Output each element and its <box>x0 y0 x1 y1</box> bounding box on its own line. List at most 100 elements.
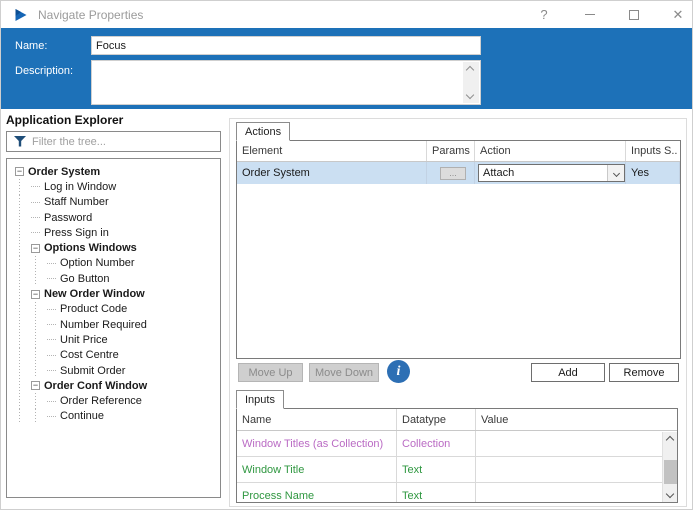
tree-guide <box>31 301 47 317</box>
action-dropdown[interactable]: Attach <box>478 164 625 182</box>
actions-table-header: Element Params Action Inputs S.. <box>237 141 680 162</box>
tree-item-password[interactable]: Password <box>15 209 220 226</box>
tree-item-submit-order[interactable]: Submit Order <box>15 362 220 379</box>
tree-expander-icon[interactable]: − <box>15 166 24 177</box>
input-name-cell: Window Title <box>237 457 397 482</box>
inputs-set-cell: Yes <box>626 162 680 184</box>
filter-funnel-icon <box>14 136 26 147</box>
maximize-icon <box>629 9 639 20</box>
scroll-up-icon[interactable] <box>665 435 675 445</box>
inputs-row[interactable]: Window Title Text <box>237 457 677 483</box>
tree-item-label: Product Code <box>60 303 128 316</box>
inputs-table-header: Name Datatype Value <box>237 409 677 431</box>
move-up-button[interactable]: Move Up <box>238 363 303 382</box>
tree-connector <box>47 278 56 280</box>
inputs-scrollbar[interactable] <box>662 432 677 502</box>
scroll-up-icon[interactable] <box>465 65 475 75</box>
maximize-button[interactable] <box>623 1 645 28</box>
actions-row[interactable]: Order System ... Attach Yes <box>237 162 680 184</box>
column-header-datatype: Datatype <box>397 409 476 430</box>
tree-item-label: Staff Number <box>44 196 109 209</box>
tree-item-label: Order System <box>28 165 101 178</box>
description-scrollbar[interactable] <box>463 62 479 103</box>
tree-connector <box>47 415 56 417</box>
tree-connector <box>47 354 56 356</box>
tree-guide <box>15 240 31 256</box>
tree-item-staff-number[interactable]: Staff Number <box>15 194 220 210</box>
tree-item-number-required[interactable]: Number Required <box>15 316 220 333</box>
tree-item-options-windows[interactable]: − Options Windows <box>15 240 220 256</box>
tree-expander-icon[interactable]: − <box>31 288 40 299</box>
chevron-down-icon <box>612 169 620 177</box>
tab-actions[interactable]: Actions <box>236 122 291 141</box>
action-dropdown-value: Attach <box>483 167 515 179</box>
action-cell: Attach <box>475 162 626 184</box>
scroll-down-icon[interactable] <box>465 90 475 100</box>
tree-connector <box>47 324 56 326</box>
column-header-element: Element <box>237 141 427 161</box>
tree-guide <box>15 271 31 287</box>
tree-item-cost-centre[interactable]: Cost Centre <box>15 347 220 363</box>
tree-item-continue[interactable]: Continue <box>15 408 220 425</box>
input-datatype-cell: Collection <box>397 431 476 456</box>
filter-tree-input[interactable] <box>32 135 220 148</box>
tree-item-new-order-window[interactable]: − New Order Window <box>15 286 220 302</box>
tree-item-unit-price[interactable]: Unit Price <box>15 332 220 348</box>
tree-connector <box>31 186 40 188</box>
tree-item-option-number[interactable]: Option Number <box>15 255 220 272</box>
tree-expander-icon[interactable]: − <box>31 242 40 253</box>
tree-item-go-button[interactable]: Go Button <box>15 271 220 287</box>
inputs-row[interactable]: Window Titles (as Collection) Collection <box>237 431 677 457</box>
tree-item-order-system[interactable]: − Order System <box>15 164 220 179</box>
tree-item-press-sign-in[interactable]: Press Sign in <box>15 225 220 241</box>
minimize-button[interactable] <box>579 1 601 28</box>
help-button[interactable]: ? <box>540 7 548 22</box>
tree-item-label: Options Windows <box>44 242 137 255</box>
app-tree[interactable]: − Order System Log in Window Staff Number Pa… <box>6 158 221 498</box>
tree-connector <box>47 370 56 371</box>
add-button[interactable]: Add <box>531 363 605 382</box>
description-input[interactable] <box>93 62 462 103</box>
params-button[interactable]: ... <box>440 166 466 180</box>
tree-guide <box>31 316 47 333</box>
title-bar: Navigate Properties ? ✕ <box>1 1 692 28</box>
input-value-cell[interactable] <box>476 431 677 456</box>
move-down-button[interactable]: Move Down <box>309 363 379 382</box>
column-header-action: Action <box>475 141 626 161</box>
scroll-down-icon[interactable] <box>665 489 675 499</box>
description-label: Description: <box>15 65 74 77</box>
tree-guide <box>15 362 31 379</box>
navigate-stage-icon <box>15 9 27 21</box>
info-icon[interactable]: i <box>387 360 410 383</box>
input-value-cell[interactable] <box>476 483 677 502</box>
tab-inputs[interactable]: Inputs <box>236 390 284 409</box>
tree-item-product-code[interactable]: Product Code <box>15 301 220 317</box>
dropdown-arrow-button[interactable] <box>607 165 624 181</box>
scrollbar-thumb[interactable] <box>664 460 677 484</box>
tree-guide <box>15 316 31 333</box>
tree-guide <box>31 347 47 363</box>
input-name-cell: Process Name <box>237 483 397 502</box>
tree-guide <box>31 393 47 409</box>
tree-item-order-reference[interactable]: Order Reference <box>15 393 220 409</box>
properties-header: Name: Description: <box>1 28 692 109</box>
tree-expander-icon[interactable]: − <box>31 380 40 391</box>
tree-item-label: Order Conf Window <box>44 379 148 392</box>
tree-guide <box>31 332 47 348</box>
description-box <box>91 60 481 105</box>
input-value-cell[interactable] <box>476 457 677 482</box>
remove-button[interactable]: Remove <box>609 363 679 382</box>
tree-guide <box>15 255 31 272</box>
tree-item-label: Log in Window <box>44 180 117 193</box>
tree-connector <box>47 308 56 310</box>
application-explorer-title: Application Explorer <box>6 113 124 127</box>
inputs-row[interactable]: Process Name Text <box>237 483 677 502</box>
tree-item-log-in-window[interactable]: Log in Window <box>15 179 220 195</box>
tree-guide <box>15 225 31 241</box>
close-button[interactable]: ✕ <box>672 6 684 22</box>
tree-guide <box>31 271 47 287</box>
tree-guide <box>15 393 31 409</box>
name-input[interactable] <box>91 36 481 55</box>
tree-item-order-conf-window[interactable]: − Order Conf Window <box>15 378 220 394</box>
